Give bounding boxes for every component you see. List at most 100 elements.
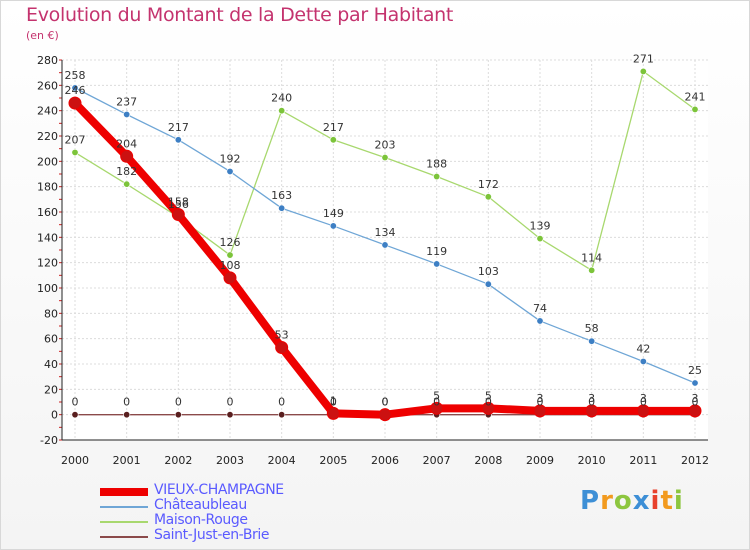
y-tick-label: 160 — [37, 206, 58, 219]
legend-swatch — [100, 506, 148, 508]
y-tick-label: 260 — [37, 79, 58, 92]
data-point-vieux-champagne — [68, 96, 82, 110]
logo-letter: x — [632, 486, 651, 516]
y-tick-label: 280 — [37, 54, 58, 67]
data-label-maison-rouge: 114 — [581, 251, 602, 264]
y-tick-label: 120 — [37, 257, 58, 270]
y-tick-label: -20 — [40, 434, 58, 447]
data-label-saint-just-en-brie: 0 — [227, 396, 234, 409]
x-tick-label: 2001 — [113, 454, 141, 467]
x-tick-label: 2005 — [319, 454, 347, 467]
data-label-chateaubleau: 25 — [688, 364, 702, 377]
data-label-chateaubleau: 237 — [116, 95, 137, 108]
data-point-chateaubleau — [226, 167, 234, 175]
data-point-vieux-champagne — [430, 401, 444, 415]
data-label-vieux-champagne: 5 — [433, 389, 440, 402]
data-label-maison-rouge: 241 — [685, 90, 706, 103]
data-label-saint-just-en-brie: 0 — [485, 396, 492, 409]
data-label-saint-just-en-brie: 0 — [433, 396, 440, 409]
data-label-saint-just-en-brie: 0 — [123, 396, 130, 409]
data-label-chateaubleau: 192 — [220, 152, 241, 165]
logo-letter: t — [660, 486, 674, 516]
x-tick-label: 2012 — [681, 454, 709, 467]
y-tick-label: 200 — [37, 155, 58, 168]
data-label-vieux-champagne: 158 — [168, 196, 189, 209]
y-tick-label: 240 — [37, 105, 58, 118]
x-tick-label: 2006 — [371, 454, 399, 467]
data-point-maison-rouge — [381, 154, 389, 162]
y-tick-label: 20 — [44, 383, 58, 396]
data-label-vieux-champagne: 0 — [382, 396, 389, 409]
x-tick-label: 2010 — [578, 454, 606, 467]
x-tick-label: 2002 — [164, 454, 192, 467]
data-point-vieux-champagne — [585, 404, 599, 418]
data-label-maison-rouge: 172 — [478, 178, 499, 191]
chart-title: Evolution du Montant de la Dette par Hab… — [26, 4, 454, 26]
data-label-saint-just-en-brie: 0 — [72, 396, 79, 409]
data-point-chateaubleau — [278, 204, 286, 212]
data-label-maison-rouge: 126 — [220, 236, 241, 249]
data-label-vieux-champagne: 3 — [692, 392, 699, 405]
data-label-chateaubleau: 163 — [271, 189, 292, 202]
data-point-chateaubleau — [174, 136, 182, 144]
data-point-chateaubleau — [329, 222, 337, 230]
legend-label: Maison-Rouge — [154, 512, 248, 528]
legend-swatch — [100, 536, 148, 538]
legend-label: Saint-Just-en-Brie — [154, 527, 270, 543]
data-point-chateaubleau — [691, 379, 699, 387]
data-point-chateaubleau — [381, 241, 389, 249]
data-point-saint-just-en-brie — [123, 411, 131, 419]
data-label-chateaubleau: 58 — [585, 322, 599, 335]
x-tick-label: 2000 — [61, 454, 89, 467]
data-point-maison-rouge — [329, 136, 337, 144]
legend-swatch — [100, 488, 148, 496]
data-point-maison-rouge — [433, 173, 441, 181]
data-label-maison-rouge: 271 — [633, 52, 654, 65]
data-label-saint-just-en-brie: 0 — [278, 396, 285, 409]
data-label-maison-rouge: 139 — [530, 220, 551, 233]
logo-letter: i — [673, 486, 684, 516]
data-point-saint-just-en-brie — [71, 411, 79, 419]
data-label-saint-just-en-brie: 0 — [330, 396, 337, 409]
data-point-vieux-champagne — [223, 271, 237, 285]
data-label-chateaubleau: 74 — [533, 302, 547, 315]
data-point-maison-rouge — [226, 251, 234, 259]
x-tick-label: 2003 — [216, 454, 244, 467]
x-tick-label: 2007 — [423, 454, 451, 467]
y-tick-label: 0 — [51, 409, 58, 422]
y-tick-label: 220 — [37, 130, 58, 143]
y-tick-label: 140 — [37, 231, 58, 244]
legend-label: VIEUX-CHAMPAGNE — [154, 482, 284, 498]
data-point-chateaubleau — [588, 337, 596, 345]
data-point-chateaubleau — [536, 317, 544, 325]
data-label-chateaubleau: 134 — [375, 226, 396, 239]
data-point-chateaubleau — [639, 357, 647, 365]
data-point-saint-just-en-brie — [278, 411, 286, 419]
logo-letter: r — [600, 486, 614, 516]
data-label-maison-rouge: 182 — [116, 165, 137, 178]
data-point-vieux-champagne — [688, 404, 702, 418]
data-point-maison-rouge — [71, 148, 79, 156]
x-tick-label: 2011 — [629, 454, 657, 467]
data-label-chateaubleau: 217 — [168, 121, 189, 134]
data-point-vieux-champagne — [326, 406, 340, 420]
data-point-vieux-champagne — [378, 408, 392, 422]
x-tick-label: 2008 — [474, 454, 502, 467]
data-point-vieux-champagne — [533, 404, 547, 418]
data-point-maison-rouge — [484, 193, 492, 201]
data-label-vieux-champagne: 3 — [537, 392, 544, 405]
data-label-maison-rouge: 203 — [375, 139, 396, 152]
proxiti-logo: Proxiti — [580, 486, 684, 516]
data-label-chateaubleau: 103 — [478, 265, 499, 278]
data-point-vieux-champagne — [636, 404, 650, 418]
data-label-maison-rouge: 207 — [65, 133, 86, 146]
data-label-vieux-champagne: 204 — [116, 137, 137, 150]
data-point-chateaubleau — [71, 84, 79, 92]
data-label-maison-rouge: 240 — [271, 92, 292, 105]
logo-letter: P — [580, 486, 601, 516]
data-label-chateaubleau: 258 — [65, 69, 86, 82]
data-label-saint-just-en-brie: 0 — [640, 396, 647, 409]
data-label-saint-just-en-brie: 0 — [588, 396, 595, 409]
data-label-chateaubleau: 149 — [323, 207, 344, 220]
